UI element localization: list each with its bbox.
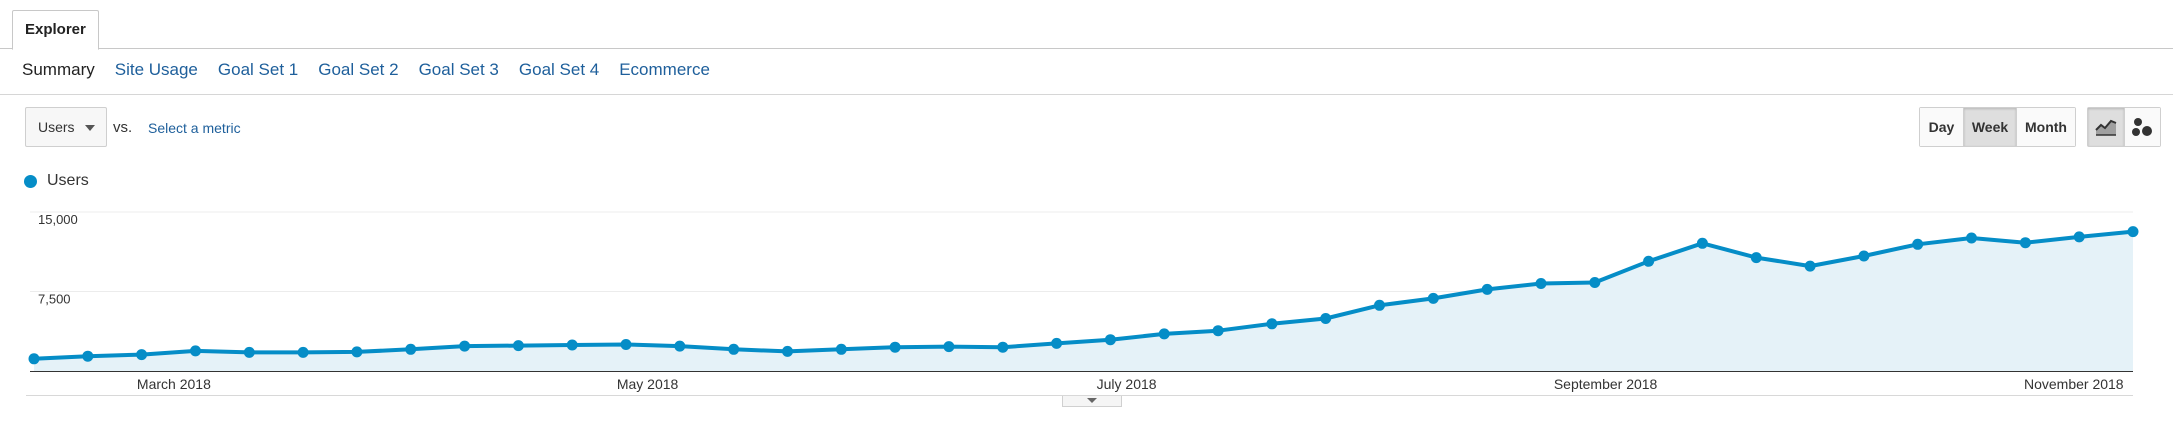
x-tick-label: September 2018 xyxy=(1554,376,1658,392)
y-tick-label: 15,000 xyxy=(38,212,78,227)
data-point[interactable] xyxy=(1804,260,1816,272)
data-point[interactable] xyxy=(1051,337,1063,349)
users-line-chart: 15,000 7,500 March 2018 May 2018 July 2018 S… xyxy=(26,211,2139,396)
data-point[interactable] xyxy=(674,340,686,352)
data-point[interactable] xyxy=(243,346,255,358)
data-point[interactable] xyxy=(1966,232,1977,244)
chevron-down-icon xyxy=(1087,398,1097,403)
data-point[interactable] xyxy=(1912,238,1924,250)
data-point[interactable] xyxy=(512,340,524,352)
x-tick-label: March 2018 xyxy=(137,376,211,392)
data-point[interactable] xyxy=(1158,328,1170,340)
subtab-ecommerce[interactable]: Ecommerce xyxy=(619,60,710,79)
data-point[interactable] xyxy=(889,341,901,353)
subtab-goal-set-1[interactable]: Goal Set 1 xyxy=(217,60,299,79)
data-point[interactable] xyxy=(566,339,578,351)
x-tick-label: May 2018 xyxy=(617,376,679,392)
data-point[interactable] xyxy=(2073,231,2085,243)
report-subtabs: Summary Site Usage Goal Set 1 Goal Set 2… xyxy=(22,60,710,86)
week-button[interactable]: Week xyxy=(1964,108,2017,146)
x-tick-label: July 2018 xyxy=(1097,376,1157,392)
day-button[interactable]: Day xyxy=(1920,108,1964,146)
data-point[interactable] xyxy=(190,345,201,357)
data-point[interactable] xyxy=(405,343,417,355)
data-point[interactable] xyxy=(459,340,471,352)
data-point[interactable] xyxy=(1320,313,1332,324)
chart-legend: Users xyxy=(24,170,89,192)
data-point[interactable] xyxy=(2127,226,2139,238)
motion-chart-icon xyxy=(2132,118,2153,136)
x-tick-label: November 2018 xyxy=(2024,376,2124,392)
caret-down-icon xyxy=(85,125,95,131)
data-point[interactable] xyxy=(1643,255,1655,267)
subtab-goal-set-2[interactable]: Goal Set 2 xyxy=(318,60,399,79)
data-point[interactable] xyxy=(351,346,363,358)
data-point[interactable] xyxy=(782,345,793,357)
data-point[interactable] xyxy=(1858,250,1870,262)
select-metric-link[interactable]: Select a metric xyxy=(148,120,241,136)
data-point[interactable] xyxy=(1535,278,1547,289)
data-point[interactable] xyxy=(943,341,955,353)
data-point[interactable] xyxy=(728,343,740,355)
chart-type-toggle xyxy=(2087,107,2161,147)
data-point[interactable] xyxy=(297,346,309,358)
data-point[interactable] xyxy=(2019,237,2031,249)
tab-explorer[interactable]: Explorer xyxy=(12,10,99,50)
users-data-points xyxy=(28,226,2139,365)
data-point[interactable] xyxy=(136,349,148,361)
period-toggle: Day Week Month xyxy=(1919,107,2076,147)
data-point[interactable] xyxy=(1481,283,1493,295)
month-button[interactable]: Month xyxy=(2017,108,2075,146)
data-point[interactable] xyxy=(1266,318,1278,330)
x-axis-labels: March 2018 May 2018 July 2018 September 201… xyxy=(137,376,2124,392)
legend-swatch-users xyxy=(24,174,37,188)
primary-metric-label: Users xyxy=(38,119,75,135)
subtab-summary[interactable]: Summary xyxy=(22,60,95,79)
users-series-line xyxy=(33,229,2134,361)
subtab-goal-set-4[interactable]: Goal Set 4 xyxy=(518,60,600,79)
data-point[interactable] xyxy=(1212,325,1224,337)
users-area-fill xyxy=(34,231,2133,371)
vs-label: vs. xyxy=(113,119,133,136)
expand-chart-handle[interactable] xyxy=(1062,396,1122,407)
data-point[interactable] xyxy=(82,350,94,362)
line-chart-button[interactable] xyxy=(2088,108,2125,146)
legend-label-users: Users xyxy=(47,172,89,189)
y-axis-ticks: 15,000 7,500 xyxy=(38,212,78,307)
data-point[interactable] xyxy=(997,341,1009,353)
data-point[interactable] xyxy=(835,343,847,355)
data-point[interactable] xyxy=(28,353,40,365)
y-tick-label: 7,500 xyxy=(38,292,71,307)
data-point[interactable] xyxy=(1589,277,1601,288)
motion-chart-button[interactable] xyxy=(2124,108,2160,146)
line-chart-icon xyxy=(2095,119,2117,136)
data-point[interactable] xyxy=(1696,237,1708,249)
data-point[interactable] xyxy=(1104,334,1116,346)
primary-metric-dropdown[interactable]: Users xyxy=(25,107,107,147)
data-point[interactable] xyxy=(1427,292,1439,304)
data-point[interactable] xyxy=(1750,252,1762,264)
tab-bar: Explorer xyxy=(0,0,2173,50)
subtab-divider xyxy=(0,94,2173,95)
data-point[interactable] xyxy=(620,339,632,350)
subtab-site-usage[interactable]: Site Usage xyxy=(114,60,198,79)
data-point[interactable] xyxy=(1374,299,1385,311)
subtab-goal-set-3[interactable]: Goal Set 3 xyxy=(418,60,499,79)
